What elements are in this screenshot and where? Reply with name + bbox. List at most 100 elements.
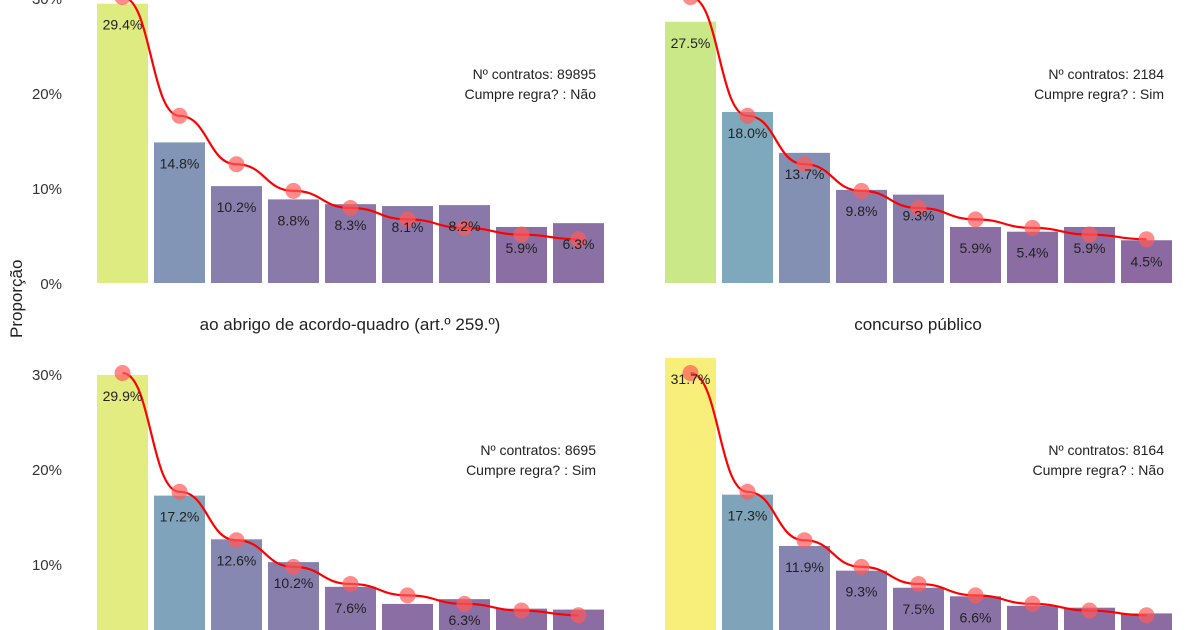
- bar-digit-6: [382, 603, 433, 630]
- bar-digit-5: [325, 204, 376, 283]
- bar-digit-4: [268, 199, 319, 283]
- benford-point-8: [513, 226, 530, 243]
- benford-point-5: [910, 575, 927, 592]
- n-contracts-annotation: Nº contratos: 8695: [480, 442, 596, 458]
- n-contracts-annotation: Nº contratos: 8164: [1048, 442, 1164, 458]
- value-label-digit-1: 29.9%: [103, 388, 143, 404]
- value-label-digit-3: 13.7%: [785, 166, 825, 182]
- benford-point-2: [171, 107, 188, 124]
- value-label-digit-1: 29.4%: [103, 17, 143, 33]
- complies-annotation: Cumpre regra? : Não: [464, 86, 596, 102]
- bar-digit-1: [665, 357, 716, 630]
- benford-point-1: [682, 365, 699, 382]
- panel-top-right: 27.5% 18.0% 13.7% 9.8% 9.3% 5.9% 5.4% 5.9% 4.5% N…: [665, 0, 1172, 283]
- bar-digit-8: [1064, 607, 1115, 630]
- benford-point-3: [228, 532, 245, 549]
- bar-digit-2: [154, 142, 205, 283]
- value-label-digit-9: 6.3%: [563, 236, 595, 252]
- benford-point-5: [910, 199, 927, 216]
- n-contracts-annotation: Nº contratos: 89895: [473, 66, 597, 82]
- benford-point-3: [796, 532, 813, 549]
- benford-point-9: [1138, 231, 1155, 248]
- benford-point-2: [739, 483, 756, 500]
- value-label-digit-3: 10.2%: [217, 199, 257, 215]
- n-contracts-annotation: Nº contratos: 2184: [1048, 66, 1164, 82]
- benford-point-9: [1138, 607, 1155, 624]
- y-tick-label: 10%: [32, 181, 62, 198]
- facet-title-acordo-quadro: ao abrigo de acordo-quadro (art.º 259.º): [199, 315, 501, 334]
- bar-digit-1: [665, 21, 716, 283]
- value-label-digit-5: 7.5%: [903, 601, 935, 617]
- value-label-digit-6: 5.9%: [960, 240, 992, 256]
- value-label-digit-5: 9.3%: [903, 208, 935, 224]
- bar-digit-8: [496, 608, 547, 630]
- y-tick-label: 10%: [32, 557, 62, 574]
- bar-digit-2: [722, 112, 773, 283]
- bar-digit-4: [836, 189, 887, 283]
- value-label-digit-8: 5.9%: [1074, 240, 1106, 256]
- value-label-digit-5: 8.3%: [335, 217, 367, 233]
- bar-digit-1: [97, 374, 148, 630]
- benford-point-5: [342, 199, 359, 216]
- benford-point-8: [1081, 226, 1098, 243]
- panel-bottom-right: 31.7% 17.3% 11.9% 9.3% 7.5% 6.6% Nº contratos:…: [665, 357, 1172, 630]
- value-label-digit-7: 8.2%: [449, 218, 481, 234]
- complies-annotation: Cumpre regra? : Sim: [1034, 86, 1164, 102]
- benford-point-2: [171, 483, 188, 500]
- bar-digit-3: [211, 539, 262, 630]
- benford-point-7: [456, 595, 473, 612]
- benford-point-3: [796, 156, 813, 173]
- bar-digit-3: [779, 152, 830, 283]
- bar-digit-4: [836, 570, 887, 630]
- value-label-digit-5: 7.6%: [335, 600, 367, 616]
- benford-point-9: [570, 231, 587, 248]
- benford-point-8: [513, 602, 530, 619]
- benford-point-9: [570, 607, 587, 624]
- benford-point-6: [967, 211, 984, 228]
- benford-point-1: [114, 365, 131, 382]
- benford-point-8: [1081, 602, 1098, 619]
- value-label-digit-4: 10.2%: [274, 575, 314, 591]
- y-tick-label: 20%: [32, 462, 62, 479]
- complies-annotation: Cumpre regra? : Sim: [466, 462, 596, 478]
- bar-digit-2: [154, 495, 205, 630]
- benford-point-4: [853, 558, 870, 575]
- benford-point-1: [115, 0, 130, 6]
- y-axis-label: Proporção: [7, 259, 26, 338]
- complies-annotation: Cumpre regra? : Não: [1032, 462, 1164, 478]
- y-tick-label: 0%: [40, 276, 62, 293]
- value-label-digit-6: 8.1%: [392, 219, 424, 235]
- y-tick-label: 20%: [32, 86, 62, 103]
- value-label-digit-1: 31.7%: [671, 371, 711, 387]
- benford-point-4: [285, 558, 302, 575]
- value-label-digit-4: 8.8%: [278, 212, 310, 228]
- value-label-digit-6: 6.6%: [960, 609, 992, 625]
- facet-title-concurso-publico: concurso público: [854, 315, 982, 334]
- benford-point-7: [1024, 219, 1041, 236]
- panel-bottom-left: 10% 20% 30% 29.9% 17.2% 12.6% 10.2% 7.6% 6.3% Nº …: [32, 365, 604, 630]
- bar-digit-5: [893, 587, 944, 630]
- bar-digit-7: [439, 205, 490, 283]
- benford-point-6: [399, 587, 416, 604]
- value-label-digit-2: 18.0%: [728, 125, 768, 141]
- benford-point-4: [853, 182, 870, 199]
- benford-point-2: [739, 107, 756, 124]
- benford-point-4: [285, 182, 302, 199]
- value-label-digit-2: 17.3%: [728, 508, 768, 524]
- y-tick-label: 30%: [32, 0, 62, 8]
- bar-digit-3: [211, 186, 262, 283]
- value-label-digit-9: 4.5%: [1131, 253, 1163, 269]
- value-label-digit-4: 9.3%: [846, 584, 878, 600]
- value-label-digit-3: 11.9%: [785, 559, 824, 575]
- bar-digit-1: [97, 3, 148, 283]
- benford-point-1: [683, 0, 698, 6]
- benford-point-7: [1024, 595, 1041, 612]
- value-label-digit-3: 12.6%: [217, 552, 257, 568]
- bar-digit-2: [722, 494, 773, 630]
- value-label-digit-1: 27.5%: [671, 35, 711, 51]
- panel-top-left: 0% 10% 20% 30% 29.4% 14.8% 10.2% 8.8% 8.3% 8.1% 8.…: [32, 0, 604, 293]
- value-label-digit-4: 9.8%: [846, 203, 878, 219]
- bar-digit-7: [1007, 231, 1058, 283]
- value-label-digit-7: 6.3%: [449, 612, 481, 628]
